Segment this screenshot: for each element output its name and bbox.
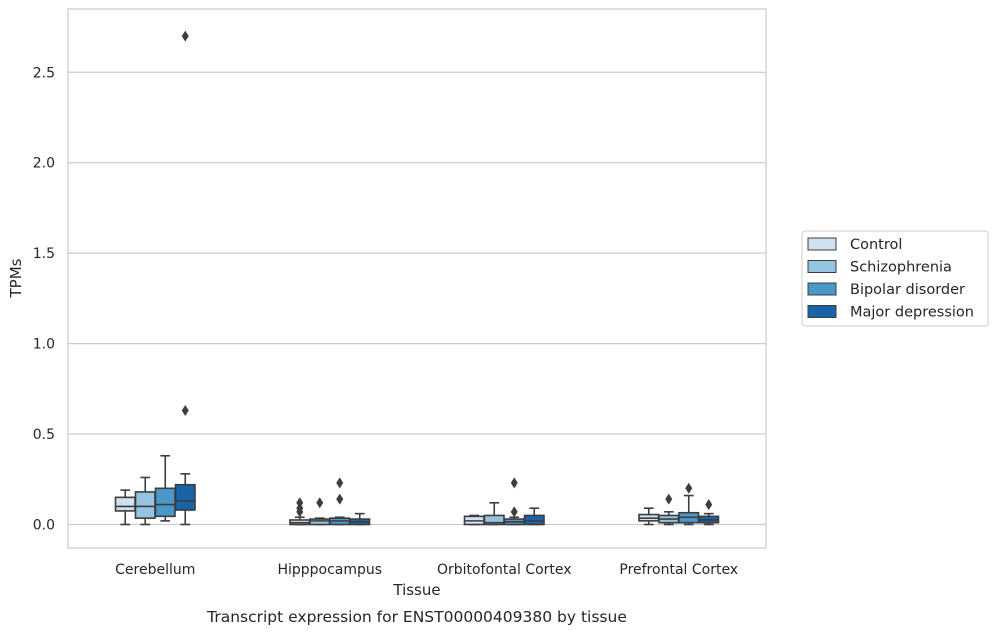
y-tick-label: 0.0	[33, 517, 55, 533]
legend-label: Major depression	[850, 305, 974, 321]
box-major-depression	[349, 512, 371, 526]
outlier-point	[181, 405, 189, 417]
legend-swatch	[807, 305, 837, 318]
iqr-box	[309, 518, 331, 526]
y-tick-label: 2.0	[33, 156, 55, 172]
box-major-depression	[698, 499, 720, 526]
y-tick-label: 1.0	[33, 337, 55, 353]
box-major-depression	[174, 30, 196, 526]
box-control	[463, 514, 485, 526]
legend-swatch	[807, 237, 837, 251]
x-tick-label: Orbitofontal Cortex	[437, 562, 572, 578]
chart-caption: Transcript expression for ENST0000040938…	[206, 608, 627, 626]
box-bipolar-disorder	[329, 477, 351, 526]
outlier-point	[316, 497, 324, 509]
x-tick-label: Cerebellum	[115, 562, 195, 578]
x-tick-labels: Cerebellum Hipppocampus Orbitofontal Corte…	[115, 562, 738, 578]
x-tick-label: Prefrontal Cortex	[619, 562, 738, 578]
box-bipolar-disorder	[678, 482, 700, 526]
outlier-point	[705, 499, 713, 511]
outlier-point	[336, 477, 344, 489]
box-major-depression	[523, 507, 545, 526]
x-axis-label: Tissue	[392, 581, 440, 599]
iqr-box	[134, 491, 156, 519]
outlier-point	[296, 497, 304, 509]
outlier-point	[510, 477, 518, 489]
outlier-point	[665, 493, 673, 505]
legend-label: Schizophrenia	[850, 260, 952, 276]
box-schizophrenia	[134, 476, 156, 526]
y-tick-label: 1.5	[33, 246, 55, 262]
y-axis-label: TPMs	[7, 258, 25, 298]
box-control	[114, 489, 136, 526]
grid-lines	[68, 71, 766, 526]
iqr-box	[523, 514, 545, 526]
box-schizophrenia	[658, 493, 680, 526]
outlier-point	[510, 506, 518, 518]
box-plots	[114, 30, 720, 526]
y-tick-label: 2.5	[33, 65, 55, 81]
x-tick-label: Hipppocampus	[277, 562, 382, 578]
iqr-box	[154, 487, 176, 518]
legend-label: Bipolar disorder	[850, 282, 965, 298]
legend-swatch	[807, 260, 837, 273]
outlier-point	[181, 30, 189, 42]
legend-frame	[801, 230, 989, 327]
box-bipolar-disorder	[503, 477, 525, 526]
box-schizophrenia	[483, 501, 505, 526]
iqr-box	[114, 496, 136, 512]
plot-frame	[67, 8, 767, 549]
outlier-point	[336, 493, 344, 505]
outlier-point	[685, 482, 693, 494]
y-tick-label: 0.5	[33, 427, 55, 443]
box-bipolar-disorder	[154, 454, 176, 522]
legend: Control Schizophrenia Bipolar disorder Majo…	[801, 230, 989, 327]
box-schizophrenia	[309, 497, 331, 526]
iqr-box	[174, 483, 196, 511]
y-tick-labels: 0.0 0.5 1.0 1.5 2.0 2.5	[33, 65, 55, 533]
legend-swatch	[807, 282, 837, 296]
legend-label: Control	[850, 237, 902, 253]
box-control	[638, 507, 660, 526]
box-control	[289, 497, 311, 526]
